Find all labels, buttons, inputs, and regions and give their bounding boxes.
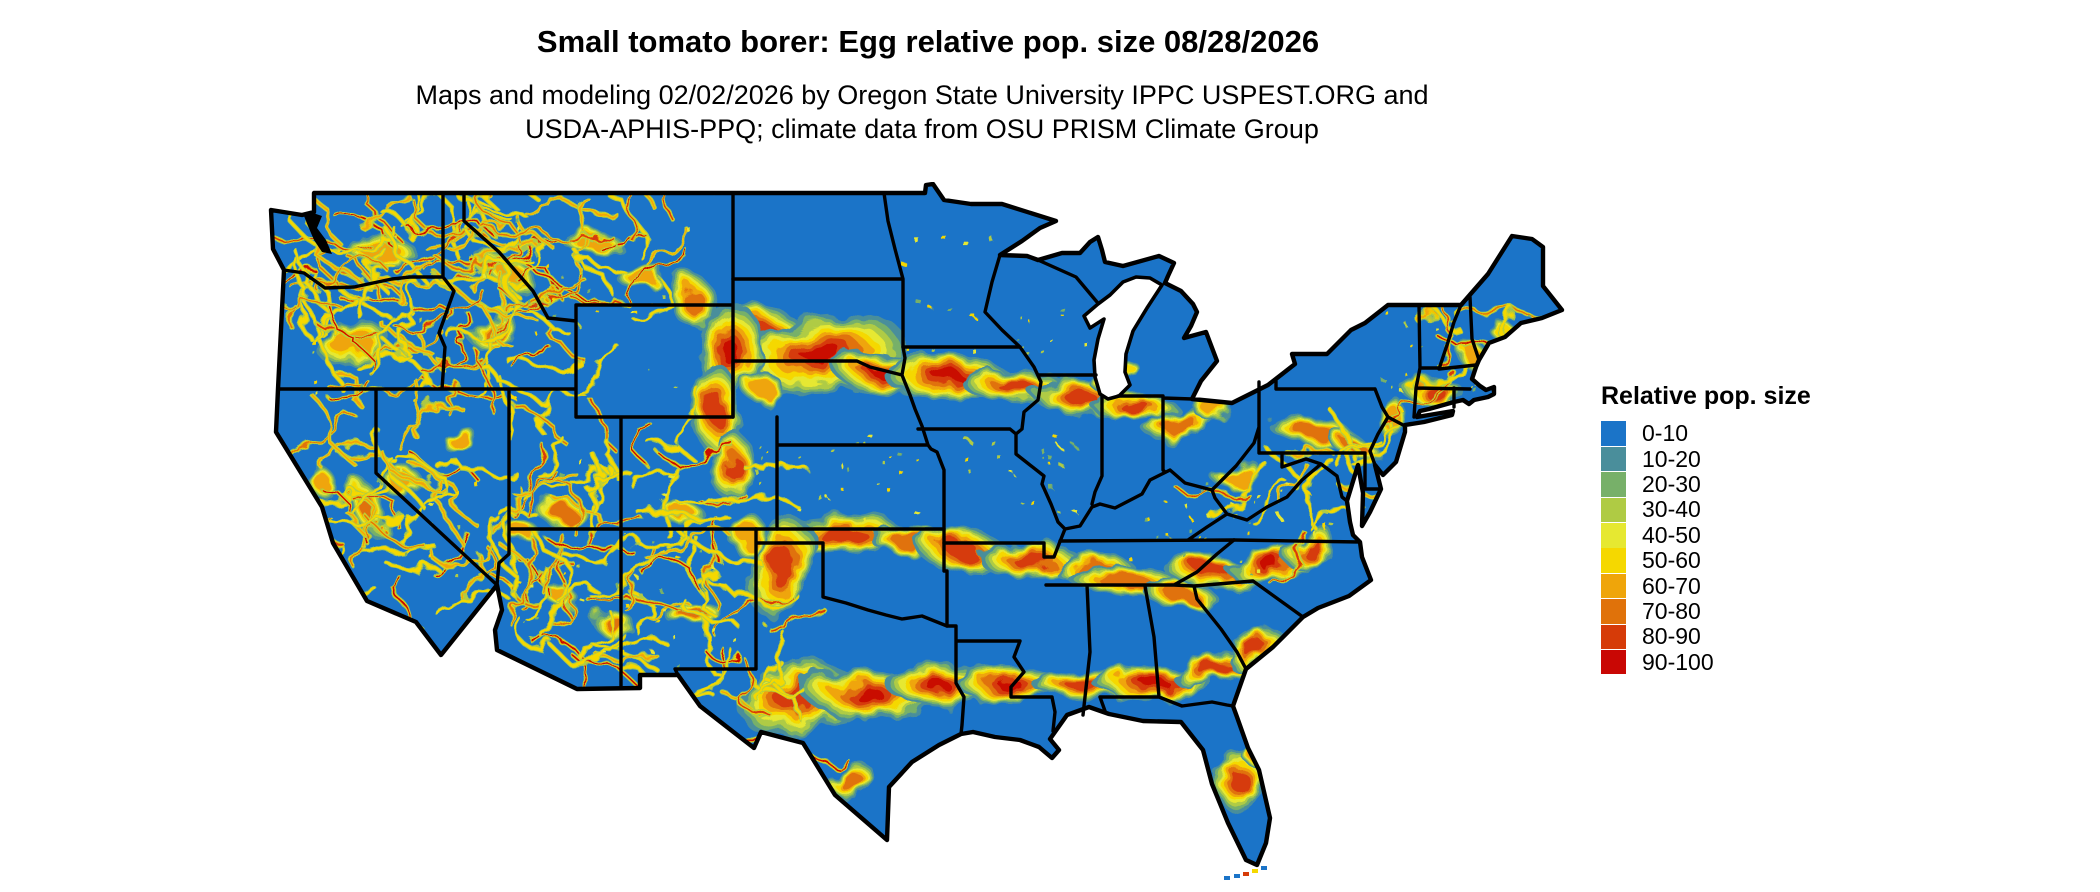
legend-label: 80-90 [1642,623,1701,650]
legend-item: 50-60 [1601,547,1811,574]
us-map [262,182,1572,880]
legend-swatch [1601,523,1626,548]
legend-label: 90-100 [1642,648,1714,675]
subtitle: Maps and modeling 02/02/2026 by Oregon S… [415,78,1428,146]
legend-label: 60-70 [1642,572,1701,599]
legend-item: 0-10 [1601,420,1811,447]
legend-label: 40-50 [1642,521,1701,548]
legend-item: 60-70 [1601,572,1811,599]
legend-label: 50-60 [1642,547,1701,574]
florida-keys [1224,866,1267,880]
legend: Relative pop. size 0-10 10-20 20-30 30-4… [1601,382,1811,675]
legend-rows: 0-10 10-20 20-30 30-40 40-50 50-60 60-70… [1601,420,1811,675]
legend-swatch [1601,472,1626,497]
legend-item: 30-40 [1601,496,1811,523]
legend-swatch [1601,599,1626,624]
legend-item: 80-90 [1601,623,1811,650]
subtitle-line-2: USDA-APHIS-PPQ; climate data from OSU PR… [525,114,1319,144]
legend-label: 20-30 [1642,470,1701,497]
lake-michigan [1082,275,1164,401]
legend-label: 70-80 [1642,597,1701,624]
legend-label: 10-20 [1642,445,1701,472]
legend-swatch [1601,497,1626,523]
legend-item: 10-20 [1601,445,1811,472]
legend-swatch [1601,624,1626,650]
legend-item: 70-80 [1601,597,1811,624]
legend-title: Relative pop. size [1601,382,1811,410]
us-landmass [271,184,1562,865]
legend-item: 90-100 [1601,648,1811,675]
subtitle-line-1: Maps and modeling 02/02/2026 by Oregon S… [415,80,1429,110]
legend-swatch [1601,421,1626,446]
legend-swatch [1601,446,1626,472]
legend-swatch [1601,548,1626,573]
legend-label: 0-10 [1642,420,1689,447]
legend-label: 30-40 [1642,496,1701,523]
page-title: Small tomato borer: Egg relative pop. si… [536,24,1320,59]
legend-swatch [1601,649,1626,675]
us-map-container [262,182,1572,882]
legend-item: 20-30 [1601,470,1811,497]
puget-sound [304,212,332,254]
legend-swatch [1601,573,1626,599]
legend-item: 40-50 [1601,521,1811,548]
